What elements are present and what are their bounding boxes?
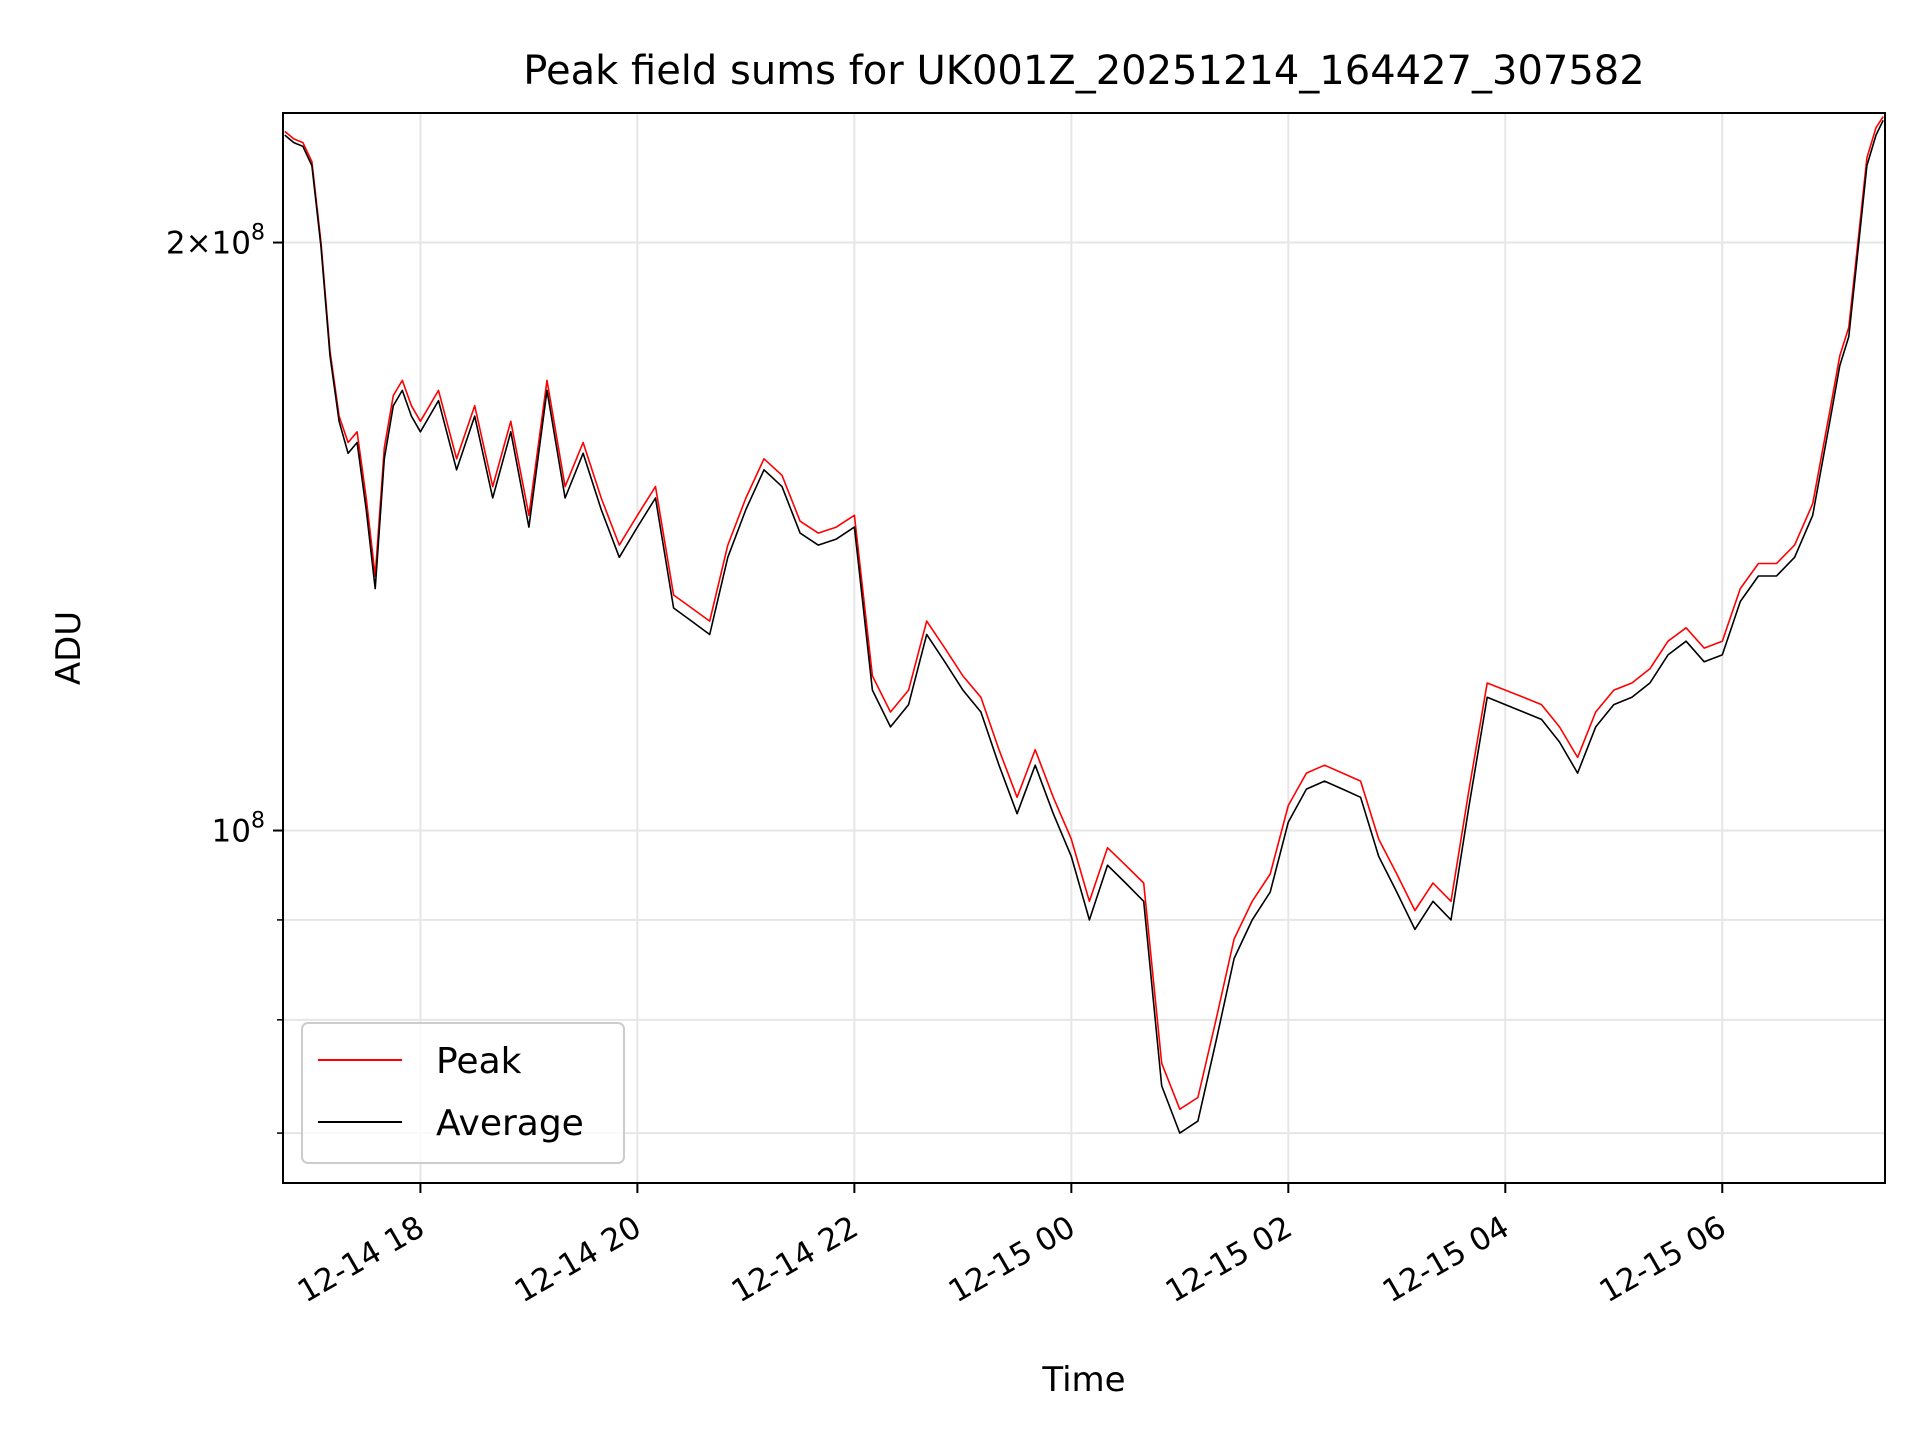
series-line-average [284, 119, 1884, 1134]
series-line-peak [284, 116, 1884, 1110]
y-tick-label: 108 [212, 809, 265, 850]
chart-title: Peak field sums for UK001Z_20251214_1644… [523, 48, 1644, 94]
legend-box [301, 1022, 625, 1164]
y-tick-label: 2×108 [166, 221, 265, 262]
legend-label-average: Average [436, 1103, 584, 1144]
grid-lines [283, 113, 1885, 1183]
plot-area-frame [282, 112, 1886, 1184]
plot-lines [284, 116, 1884, 1134]
legend: Peak Average [301, 1022, 625, 1164]
legend-label-peak: Peak [436, 1041, 522, 1082]
x-axis-label: Time [1041, 1360, 1125, 1400]
y-axis-label: ADU [49, 611, 89, 685]
